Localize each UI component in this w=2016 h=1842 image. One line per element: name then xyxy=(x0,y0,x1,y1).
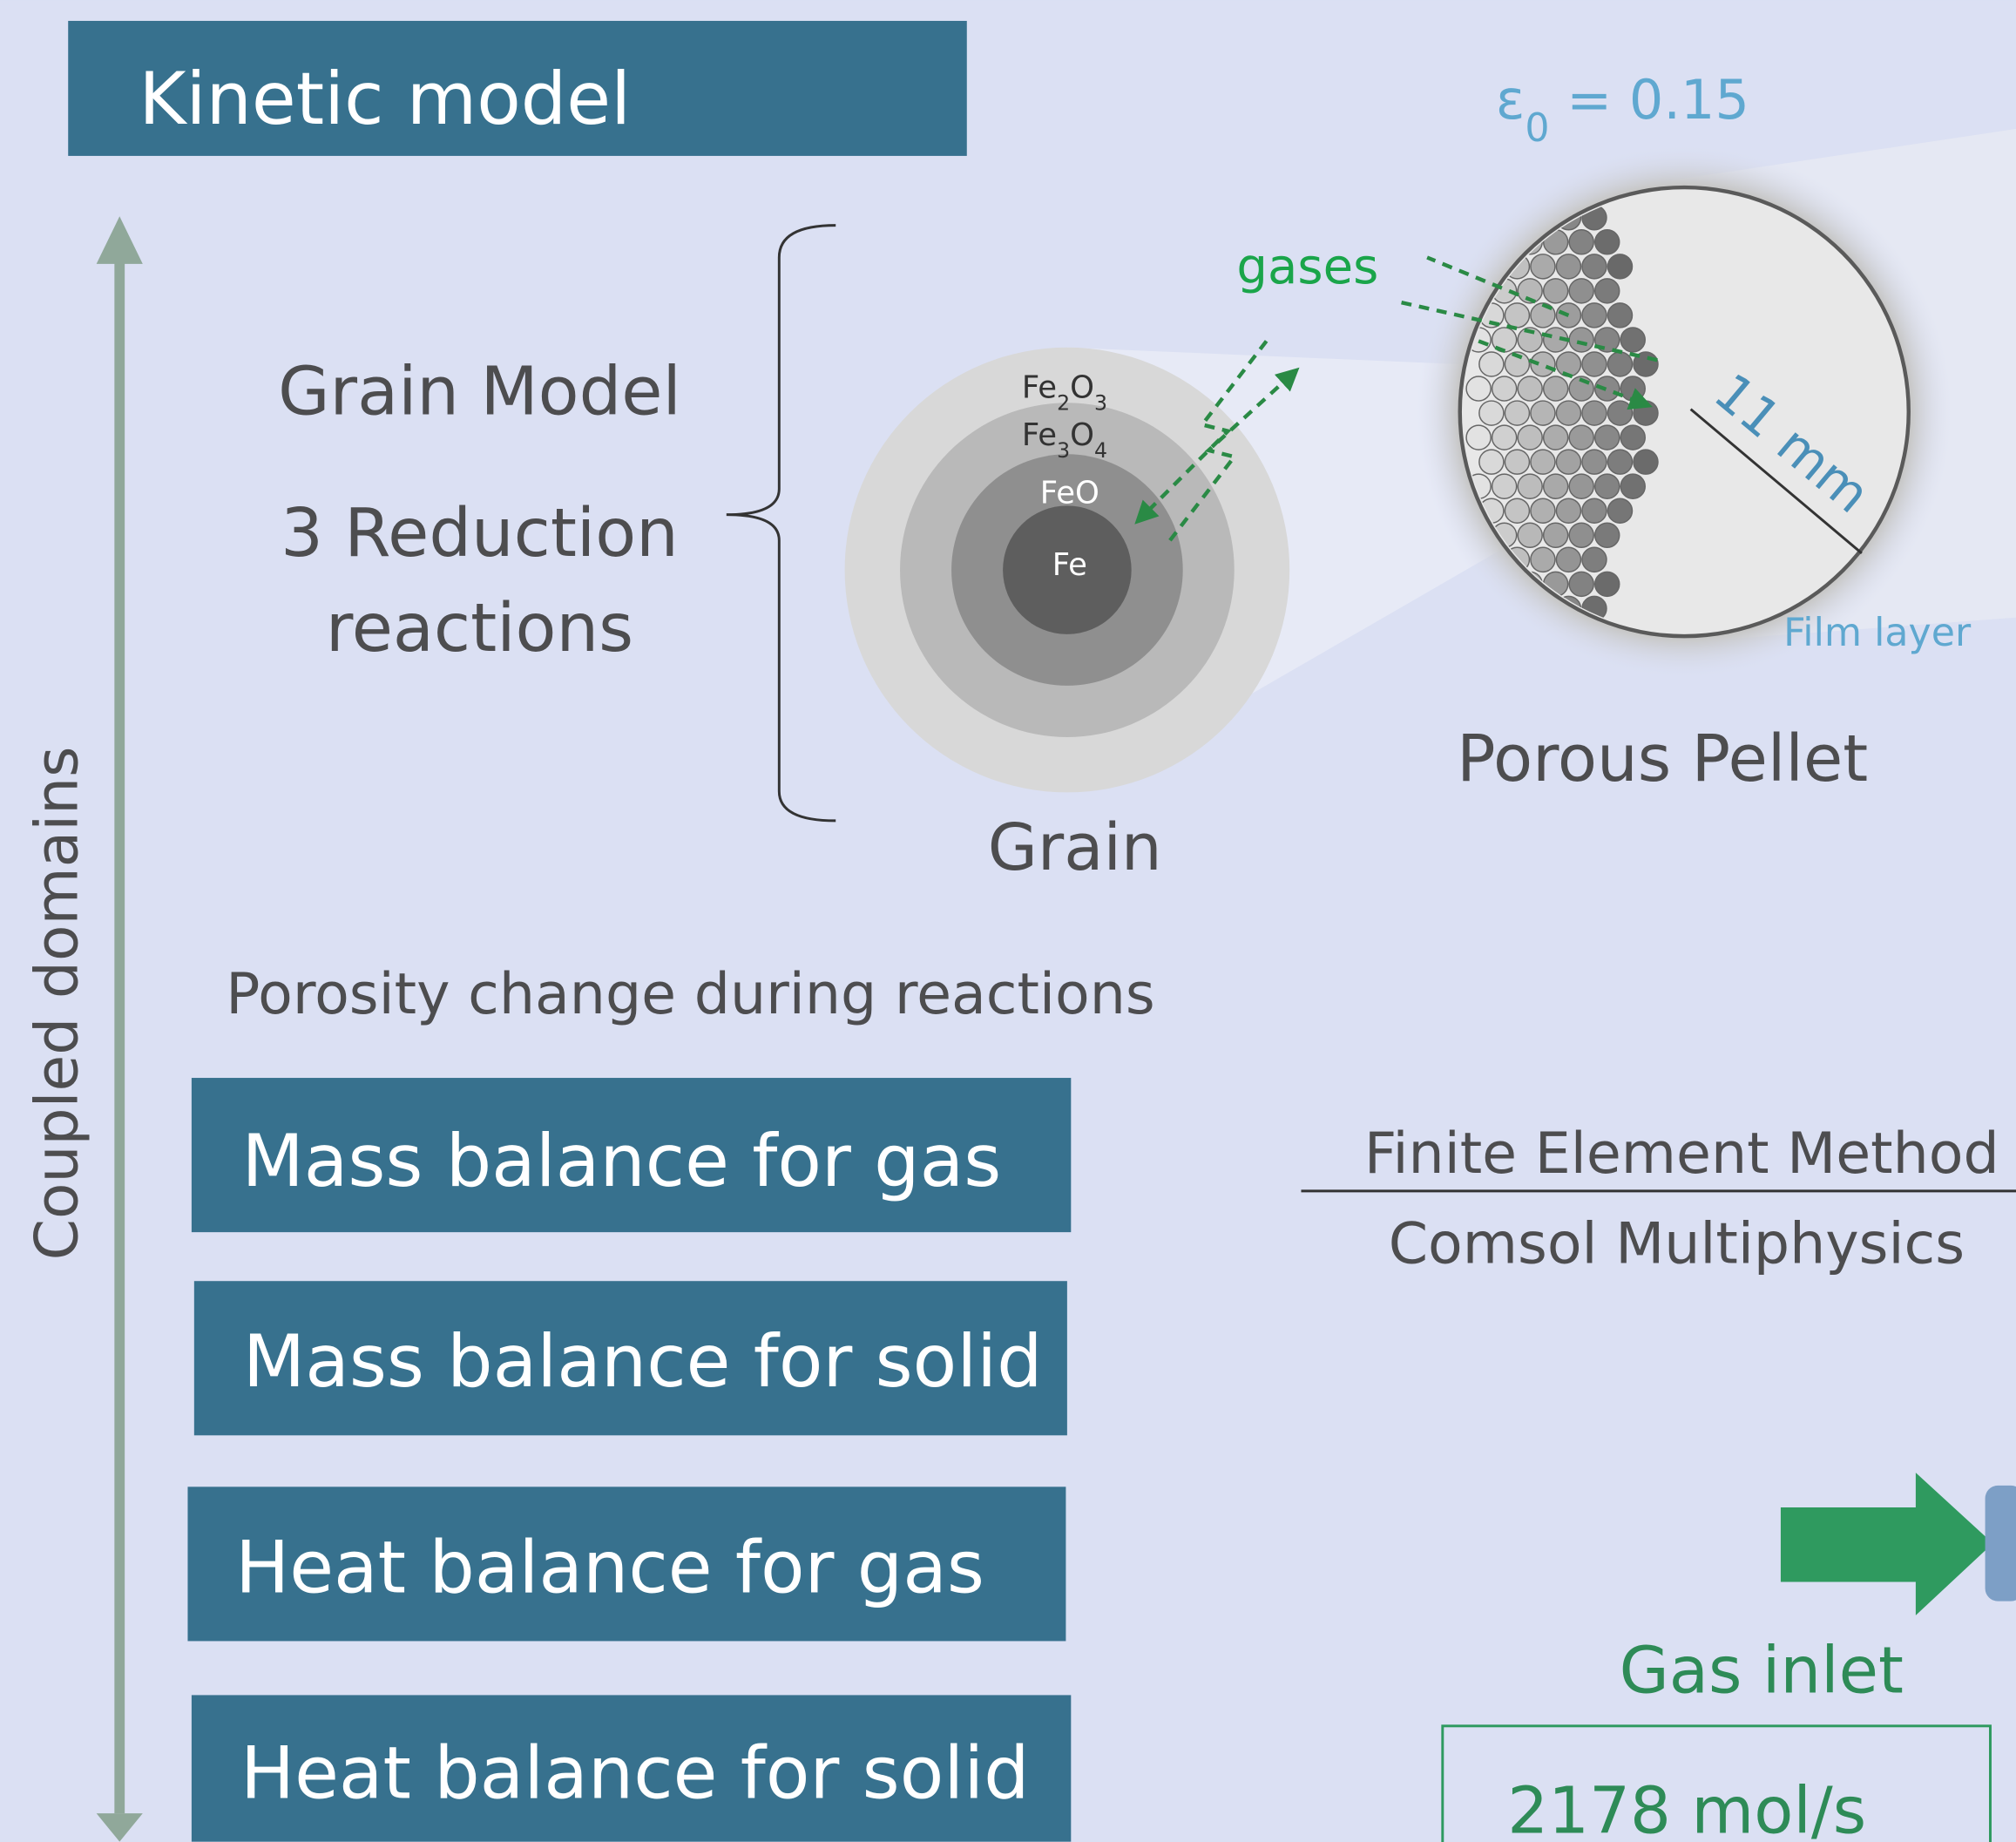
pellet-grain xyxy=(1607,254,1632,279)
pellet-grain xyxy=(1466,425,1491,450)
grain-model-title: Grain Model xyxy=(278,354,681,431)
method-name: Finite Element Method xyxy=(1364,1121,1999,1187)
reactor-edge xyxy=(1986,1486,2016,1602)
pellet-grain xyxy=(1569,572,1593,596)
pellet-grain xyxy=(1582,498,1607,523)
pellet-grain xyxy=(1518,474,1542,498)
pellet-grain xyxy=(1492,474,1517,498)
pellet-grain xyxy=(1595,279,1620,303)
pellet-grain xyxy=(1620,328,1645,352)
pellet-grain xyxy=(1595,523,1620,547)
pellet-label: Porous Pellet xyxy=(1457,722,1868,796)
gases-label: gases xyxy=(1236,239,1378,295)
pellet-grain xyxy=(1569,230,1593,254)
pellet-grain xyxy=(1518,376,1542,401)
formula-part: = 0.15 xyxy=(1550,68,1749,132)
pellet-grain xyxy=(1479,401,1504,425)
formula-sub: 2 xyxy=(1057,390,1070,415)
pellet-grain xyxy=(1518,523,1542,547)
method-software: Comsol Multiphysics xyxy=(1389,1212,1965,1277)
pellet-grain xyxy=(1544,425,1568,450)
pellet-grain xyxy=(1544,474,1568,498)
diagram: Kinetic model Coupled domains Grain Mode… xyxy=(0,0,2016,1842)
inlet-flow: 2178 mol/s xyxy=(1507,1774,1866,1842)
pellet-grain xyxy=(1634,450,1658,474)
porosity-note: Porosity change during reactions xyxy=(226,962,1154,1027)
pellet-grain xyxy=(1556,547,1580,572)
balance-label: Mass balance for solid xyxy=(243,1320,1043,1404)
pellet-grain xyxy=(1582,254,1607,279)
pellet-grain xyxy=(1556,401,1580,425)
pellet-grain xyxy=(1607,352,1632,376)
pellet-grain xyxy=(1531,254,1555,279)
pellet-grain xyxy=(1582,352,1607,376)
pellet-grain xyxy=(1607,401,1632,425)
reactions-line: reactions xyxy=(326,590,633,667)
pellet-grain xyxy=(1556,498,1580,523)
pellet-grain xyxy=(1466,376,1491,401)
pellet-grain xyxy=(1569,474,1593,498)
pellet-grain xyxy=(1531,547,1555,572)
pellet-grain xyxy=(1479,352,1504,376)
pellet-grain xyxy=(1531,450,1555,474)
pellet-grain xyxy=(1607,450,1632,474)
pellet-grain xyxy=(1607,303,1632,328)
pellet-grain xyxy=(1582,303,1607,328)
page: {"header": {"title": "Kinetic model"}, "… xyxy=(0,0,2016,1842)
pellet-grain xyxy=(1620,425,1645,450)
pellet-grain xyxy=(1479,450,1504,474)
pellet-grain xyxy=(1595,376,1620,401)
grain-label: Grain xyxy=(988,811,1162,885)
pellet-grain xyxy=(1569,279,1593,303)
formula-sub: 4 xyxy=(1094,438,1107,463)
pellet-grain xyxy=(1518,425,1542,450)
formula-part: O xyxy=(1070,417,1094,453)
pellet-grain xyxy=(1544,376,1568,401)
pellet-grain xyxy=(1505,401,1529,425)
formula-part: Fe xyxy=(1022,369,1057,405)
balance-label: Mass balance for gas xyxy=(241,1120,1001,1203)
pellet-grain xyxy=(1569,328,1593,352)
pellet-grain xyxy=(1595,474,1620,498)
layer-label: Fe xyxy=(1052,547,1087,583)
layer-label: FeO xyxy=(1040,475,1099,511)
pellet-grain xyxy=(1492,425,1517,450)
pellet-grain xyxy=(1620,474,1645,498)
pellet-grain xyxy=(1556,254,1580,279)
inlet-label: Gas inlet xyxy=(1620,1634,1904,1708)
film-label: Film layer xyxy=(1783,611,1972,655)
pellet-grain xyxy=(1492,376,1517,401)
pellet-grain xyxy=(1505,450,1529,474)
formula-sub: 0 xyxy=(1525,106,1549,151)
side-label: Coupled domains xyxy=(24,747,92,1261)
pellet-grain xyxy=(1544,523,1568,547)
pellet-grain xyxy=(1582,401,1607,425)
pellet-grain xyxy=(1595,425,1620,450)
formula-part: O xyxy=(1070,369,1094,405)
pellet-grain xyxy=(1531,401,1555,425)
pellet-grain xyxy=(1607,498,1632,523)
formula-sub: 3 xyxy=(1057,438,1070,463)
reactions-line: 3 Reduction xyxy=(281,495,679,572)
pellet-grain xyxy=(1595,572,1620,596)
pellet-grain xyxy=(1556,450,1580,474)
pellet-grain xyxy=(1634,401,1658,425)
pellet-grain xyxy=(1505,303,1529,328)
pellet-grain xyxy=(1569,425,1593,450)
pellet-grain xyxy=(1582,450,1607,474)
pellet-grain xyxy=(1531,498,1555,523)
pellet-grain xyxy=(1569,523,1593,547)
pellet-grain xyxy=(1582,547,1607,572)
balance-label: Heat balance for gas xyxy=(235,1526,984,1609)
pellet-grain xyxy=(1544,279,1568,303)
balance-label: Heat balance for solid xyxy=(240,1731,1030,1815)
pellet-grain xyxy=(1556,352,1580,376)
pellet-grain xyxy=(1620,376,1645,401)
formula-part: ε xyxy=(1496,68,1526,132)
title: Kinetic model xyxy=(139,58,631,141)
pellet-grain xyxy=(1505,498,1529,523)
formula-sub: 3 xyxy=(1094,390,1107,415)
pellet-grain xyxy=(1595,230,1620,254)
formula-part: Fe xyxy=(1022,417,1057,453)
